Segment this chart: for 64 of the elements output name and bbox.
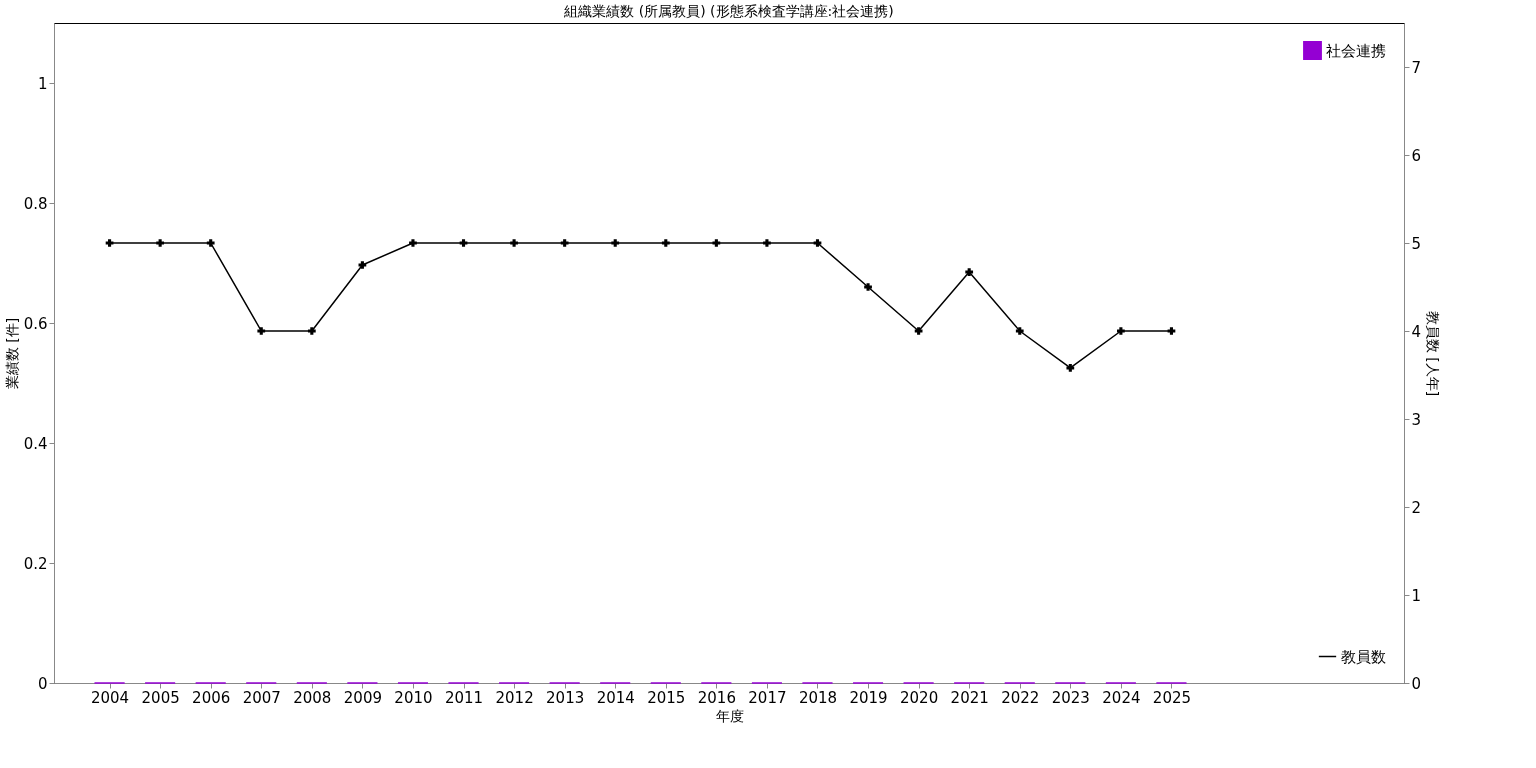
y2-tick-label: 5 [1411, 234, 1422, 253]
point [105, 239, 114, 247]
x-tick-label: 2016 [697, 688, 736, 707]
y2-tick-label: 6 [1411, 146, 1422, 165]
point [510, 239, 518, 247]
x-tick-label: 2013 [546, 688, 585, 707]
x-tick-label: 2004 [90, 688, 130, 707]
point [1066, 364, 1075, 372]
x-tick-label: 2010 [394, 688, 433, 707]
point [712, 239, 721, 247]
legend-label: 教員数 [1341, 647, 1386, 666]
point [965, 268, 974, 276]
x-tick-label: 2009 [343, 688, 382, 707]
point [206, 239, 215, 247]
y-tick-label: 0.8 [23, 194, 48, 213]
x-tick-label: 2015 [647, 688, 686, 707]
y2-tick-label: 2 [1411, 498, 1422, 517]
y2-tick-label: 7 [1411, 58, 1422, 77]
x-tick-label: 2008 [293, 688, 332, 707]
y2-axis-title: 教員数 [人年] [1425, 310, 1442, 397]
y2-tick-label: 3 [1411, 410, 1422, 429]
x-tick-label: 2019 [849, 688, 888, 707]
y2-tick-label: 0 [1411, 674, 1422, 693]
point [1015, 327, 1024, 335]
x-tick-label: 2006 [192, 688, 231, 707]
point [864, 283, 872, 291]
x-tick-label: 2007 [242, 688, 281, 707]
y-axis-title: 業績数 [件] [3, 317, 20, 390]
y2-tick-label: 1 [1411, 586, 1422, 605]
point [763, 239, 771, 247]
x-tick-label: 2025 [1152, 688, 1192, 707]
x-tick-label: 2023 [1051, 688, 1090, 707]
y-tick-label: 0 [37, 674, 48, 693]
x-tick-label: 2014 [596, 688, 635, 707]
y2-tick-label: 4 [1411, 322, 1422, 341]
point [257, 327, 266, 335]
x-tick-label: 2018 [798, 688, 838, 707]
x-tick-label: 2021 [950, 688, 989, 707]
y-tick-label: 0.2 [23, 554, 48, 573]
point [661, 239, 670, 247]
x-tick-label: 2024 [1102, 688, 1141, 707]
x-tick-label: 2011 [444, 688, 484, 707]
x-axis-title: 年度 [715, 707, 744, 724]
y-tick-label: 0.4 [23, 434, 48, 453]
y-tick-label: 1 [37, 74, 48, 93]
point [611, 239, 620, 247]
x-tick-label: 2017 [748, 688, 787, 707]
point [459, 239, 468, 247]
point [358, 261, 367, 269]
point [156, 239, 165, 247]
legend-label: 社会連携 [1326, 41, 1386, 60]
x-tick-label: 2020 [900, 688, 939, 707]
point [409, 239, 417, 247]
point [560, 239, 569, 247]
y-tick-label: 0.6 [23, 314, 48, 333]
point [914, 327, 923, 335]
x-tick-label: 2005 [141, 688, 180, 707]
point [1117, 327, 1125, 335]
point [813, 239, 822, 247]
x-tick-label: 2012 [495, 688, 534, 707]
x-tick-label: 2022 [1001, 688, 1040, 707]
point [307, 327, 316, 335]
point [1167, 327, 1176, 335]
chart-title: 組織業績数 (所属教員) (形態系検査学講座:社会連携) [563, 3, 894, 19]
